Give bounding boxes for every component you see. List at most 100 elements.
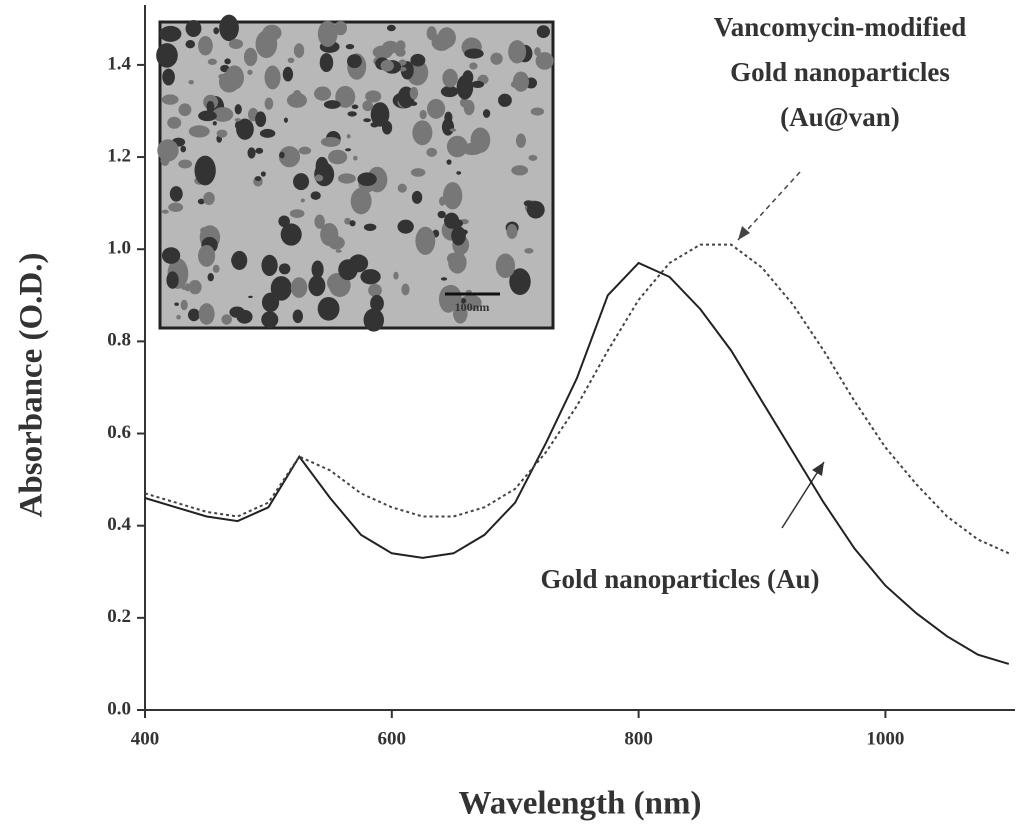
particle xyxy=(347,111,356,116)
particle xyxy=(346,44,354,49)
particle xyxy=(244,48,257,66)
particle xyxy=(166,271,178,288)
particle xyxy=(156,43,178,68)
particle xyxy=(393,272,398,280)
particle xyxy=(338,259,358,280)
particle xyxy=(314,214,324,228)
particle xyxy=(279,152,285,159)
particle xyxy=(315,174,324,181)
particle xyxy=(235,118,241,121)
particle xyxy=(247,70,252,75)
particle xyxy=(185,283,190,291)
particle xyxy=(507,224,518,239)
particle xyxy=(213,27,219,34)
particle xyxy=(293,173,309,190)
particle xyxy=(336,249,342,252)
particle xyxy=(464,100,475,115)
particle xyxy=(516,134,526,148)
particle xyxy=(279,263,290,274)
particle xyxy=(291,277,308,298)
particle xyxy=(316,157,329,175)
particle xyxy=(357,172,376,186)
x-axis-label: Wavelength (nm) xyxy=(459,786,702,822)
y-tick-label: 1.2 xyxy=(107,145,131,166)
particle xyxy=(265,98,274,110)
particle xyxy=(420,110,427,119)
particle xyxy=(464,48,483,58)
particle xyxy=(438,211,446,218)
particle xyxy=(362,101,373,112)
particle xyxy=(180,146,186,153)
particle xyxy=(176,315,181,320)
particle xyxy=(444,213,459,229)
particle xyxy=(364,224,376,231)
particle xyxy=(350,220,356,226)
arrow-head xyxy=(812,462,824,476)
particle xyxy=(288,58,295,64)
y-tick-label: 0.8 xyxy=(107,330,131,351)
particle xyxy=(426,148,437,157)
particle xyxy=(224,58,231,64)
particle xyxy=(217,130,228,138)
particle xyxy=(511,81,521,89)
particle xyxy=(534,47,541,56)
x-tick-label: 1000 xyxy=(866,728,904,749)
particle xyxy=(265,65,281,89)
particle xyxy=(441,277,447,280)
particle xyxy=(178,159,192,168)
x-tick-label: 400 xyxy=(131,728,160,749)
particle xyxy=(167,117,181,129)
annotation: Gold nanoparticles xyxy=(730,57,950,87)
x-tick-label: 600 xyxy=(378,728,407,749)
y-tick-label: 0.0 xyxy=(107,698,131,719)
particle xyxy=(450,128,457,131)
particle xyxy=(368,284,382,297)
particle xyxy=(328,150,347,165)
particle xyxy=(314,87,331,101)
particle xyxy=(164,30,176,41)
particle xyxy=(531,107,544,115)
annotation: Vancomycin-modified xyxy=(714,12,967,42)
particle xyxy=(294,43,304,58)
particle xyxy=(261,255,277,276)
particle xyxy=(318,297,340,321)
particle xyxy=(237,310,253,324)
particle xyxy=(213,121,217,125)
y-axis-label: Absorbance (O.D.) xyxy=(14,253,50,518)
particle xyxy=(508,40,526,63)
particle xyxy=(397,220,413,234)
tem-inset: 100nm xyxy=(156,15,554,332)
scale-label: 100nm xyxy=(455,300,490,314)
y-tick-label: 0.6 xyxy=(107,422,131,443)
particle xyxy=(283,67,293,82)
particle xyxy=(328,236,345,249)
particle xyxy=(412,120,432,145)
particle xyxy=(471,127,491,152)
particle xyxy=(353,156,358,161)
particle xyxy=(199,303,215,325)
particle xyxy=(410,87,418,100)
particle xyxy=(324,100,341,109)
particle xyxy=(287,93,307,108)
particle xyxy=(299,147,311,155)
annotation: (Au@van) xyxy=(780,102,900,132)
particle xyxy=(387,25,396,31)
particle xyxy=(225,65,244,89)
chart: 100nm Wavelength (nm) Absorbance (O.D.) … xyxy=(0,0,1019,828)
particle xyxy=(229,39,243,49)
particle xyxy=(170,186,183,202)
particle xyxy=(441,86,458,97)
particle xyxy=(511,165,528,175)
y-tick-label: 1.4 xyxy=(107,53,131,74)
particle xyxy=(186,20,202,37)
y-tick-label: 0.2 xyxy=(107,606,131,627)
particle xyxy=(198,245,215,267)
particle xyxy=(410,101,417,106)
particle xyxy=(496,254,515,278)
particle xyxy=(347,134,351,138)
particle xyxy=(415,227,435,255)
particle xyxy=(255,111,266,127)
annotation: Gold nanoparticles (Au) xyxy=(540,564,819,594)
particle xyxy=(456,171,461,175)
particle xyxy=(189,125,210,137)
